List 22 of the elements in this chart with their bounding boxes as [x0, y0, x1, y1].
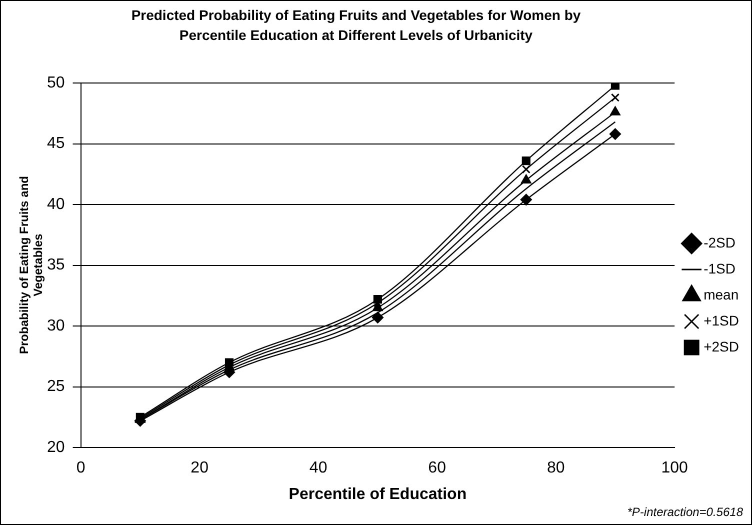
x-axis-title: Percentile of Education — [288, 486, 467, 503]
y-tick-label: 50 — [47, 74, 65, 92]
x-tick-label: 40 — [309, 460, 328, 477]
text: *P-interaction=0.5618 — [627, 505, 744, 519]
x-tick-label: 80 — [546, 460, 565, 477]
legend-label: -2SD — [704, 234, 736, 250]
y-tick-label: 35 — [47, 256, 65, 274]
y-tick-label: 20 — [47, 439, 65, 456]
x-tick-label: 20 — [190, 460, 209, 477]
chart-title: Predicted Probability of Eating Fruits and Vegetables for Women by Percentile Education at Different Levels of Urbanicity — [130, 6, 582, 45]
legend-label: +2SD — [704, 338, 740, 354]
y-axis-title: Probability of Eating Fruits and Vegetables — [17, 175, 45, 356]
x-tick-label: 0 — [76, 460, 86, 477]
legend-label: mean — [704, 286, 739, 302]
y-tick-label: 30 — [47, 317, 65, 334]
x-tick-label: 100 — [661, 460, 688, 477]
legend-label: -1SD — [704, 260, 736, 276]
y-tick-label: 25 — [47, 378, 65, 396]
x-tick-label: 60 — [428, 460, 446, 477]
legend-label: +1SD — [704, 312, 740, 328]
y-tick-label: 40 — [47, 196, 65, 213]
y-tick-label: 45 — [47, 135, 65, 152]
